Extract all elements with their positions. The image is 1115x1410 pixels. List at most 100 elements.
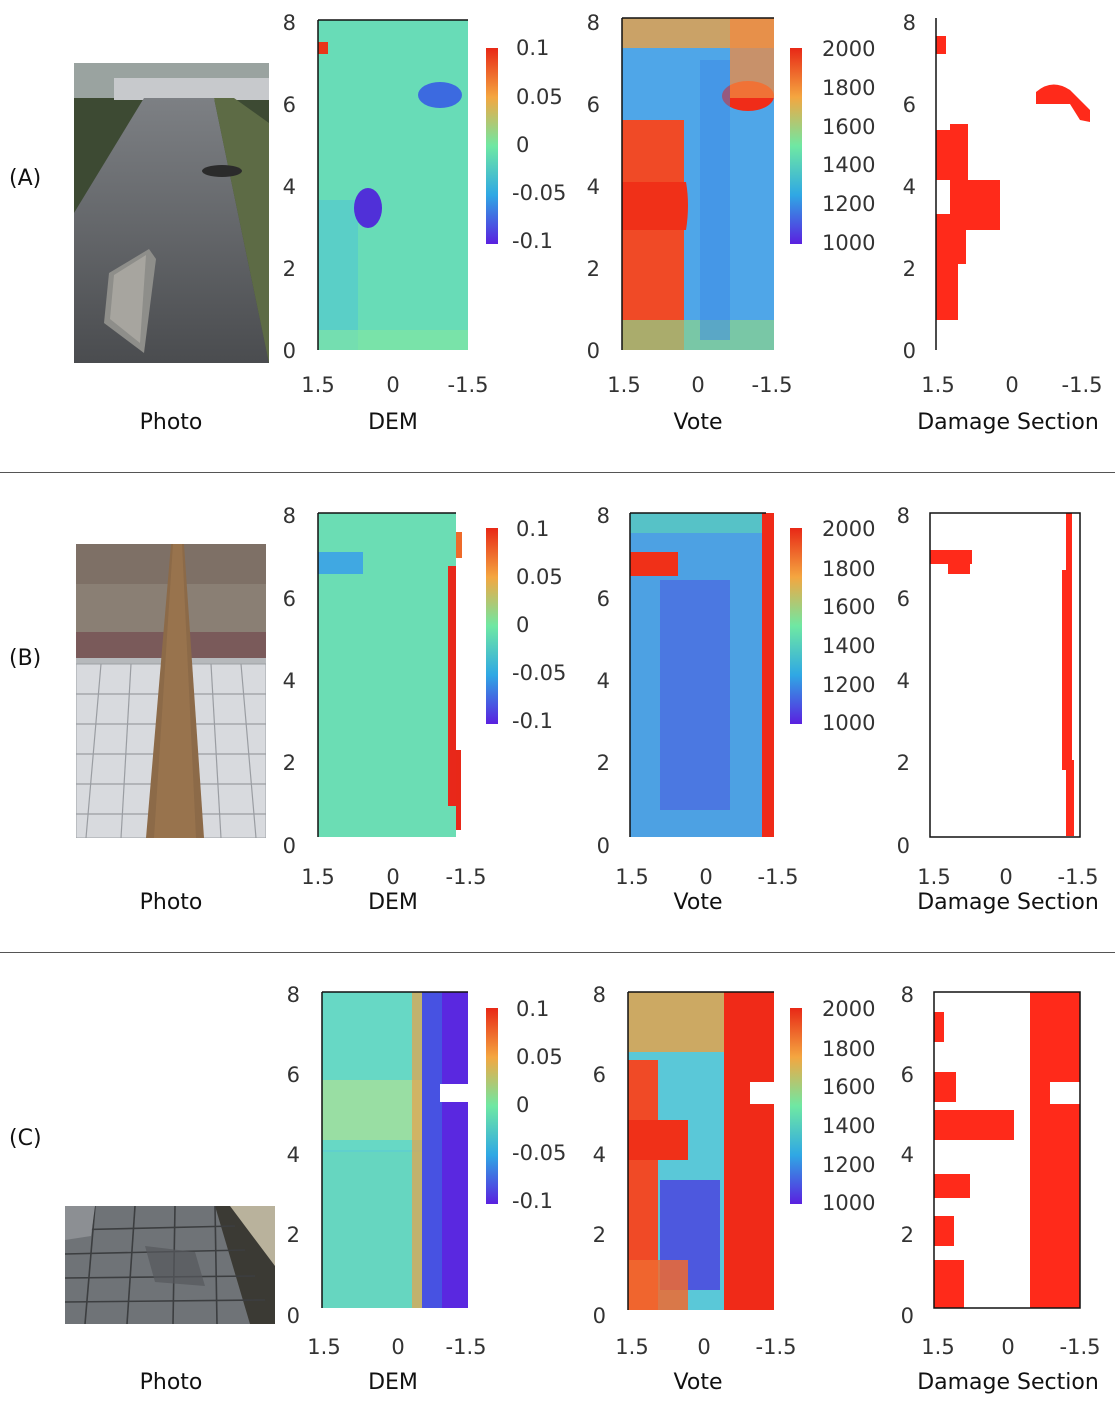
cb-tick: 1200 (822, 673, 875, 697)
damage-x-ticks-a: 1.5 0 -1.5 (921, 373, 1102, 397)
x-tick: 0 (999, 865, 1012, 889)
dem-heatmap-b (318, 513, 468, 837)
x-tick: -1.5 (1060, 1335, 1101, 1359)
y-tick: 2 (903, 257, 916, 281)
y-tick: 6 (897, 587, 910, 611)
cb-tick: 1800 (822, 557, 875, 581)
caption-dem-c: DEM (368, 1370, 418, 1395)
cb-tick: 0 (516, 133, 529, 157)
y-tick: 2 (283, 751, 296, 775)
vote-x-ticks-b: 1.5 0 -1.5 (615, 865, 798, 889)
caption-photo-c: Photo (139, 1370, 203, 1395)
cb-tick: 1000 (822, 1191, 875, 1215)
y-tick: 6 (593, 1063, 606, 1087)
cb-tick: 1000 (822, 711, 875, 735)
cb-tick: 0 (516, 613, 529, 637)
y-tick: 0 (903, 339, 916, 363)
dem-colorbar-c: 0.1 0.05 0 -0.05 -0.1 (486, 997, 566, 1213)
x-tick: -1.5 (756, 1335, 797, 1359)
vote-colorbar-b: 2000 1800 1600 1400 1200 1000 (790, 517, 875, 735)
vote-axes-a (621, 17, 774, 350)
row-separator-2 (0, 952, 1115, 953)
y-tick: 6 (901, 1063, 914, 1087)
cb-tick: 0 (516, 1093, 529, 1117)
cb-tick: 1600 (822, 115, 875, 139)
vote-y-ticks-b: 0 2 4 6 8 (597, 504, 610, 858)
caption-photo-a: Photo (139, 410, 203, 435)
y-tick: 6 (283, 93, 296, 117)
caption-damage-c: Damage Section (917, 1370, 1099, 1395)
y-tick: 6 (587, 93, 600, 117)
y-tick: 4 (283, 175, 296, 199)
cb-tick: 0.05 (516, 1045, 563, 1069)
damage-y-ticks-b: 0 2 4 6 8 (897, 504, 910, 858)
vote-x-ticks-c: 1.5 0 -1.5 (615, 1335, 796, 1359)
x-tick: 0 (699, 865, 712, 889)
cb-tick: -0.05 (512, 181, 566, 205)
x-tick: 0 (697, 1335, 710, 1359)
caption-vote-b: Vote (673, 890, 723, 915)
x-tick: 0 (1001, 1335, 1014, 1359)
caption-dem-b: DEM (368, 890, 418, 915)
x-tick: 1.5 (301, 865, 334, 889)
y-tick: 0 (901, 1304, 914, 1328)
y-tick: 2 (587, 257, 600, 281)
dem-x-ticks-a: 1.5 0 -1.5 (301, 373, 488, 397)
y-tick: 0 (283, 339, 296, 363)
dem-x-ticks-c: 1.5 0 -1.5 (307, 1335, 486, 1359)
row-label-c: (C) (9, 1126, 42, 1151)
photo-a (74, 63, 269, 363)
x-tick: 1.5 (615, 865, 648, 889)
x-tick: -1.5 (1062, 373, 1103, 397)
dem-heatmap-c (322, 992, 468, 1308)
x-tick: 0 (691, 373, 704, 397)
x-tick: 1.5 (615, 1335, 648, 1359)
y-tick: 8 (593, 983, 606, 1007)
cb-tick: 0.05 (516, 85, 563, 109)
cb-tick: 1000 (822, 231, 875, 255)
y-tick: 2 (897, 751, 910, 775)
dem-axes-a (317, 19, 468, 350)
x-tick: 1.5 (921, 1335, 954, 1359)
photo-c (65, 1206, 275, 1324)
cb-tick: -0.1 (512, 1189, 553, 1213)
dem-y-ticks-c: 0 2 4 6 8 (287, 983, 300, 1328)
y-tick: 0 (283, 834, 296, 858)
y-tick: 8 (897, 504, 910, 528)
vote-heatmap-c (628, 992, 774, 1310)
x-tick: 1.5 (921, 373, 954, 397)
caption-damage-b: Damage Section (917, 890, 1099, 915)
x-tick: -1.5 (448, 373, 489, 397)
dem-y-ticks-b: 0 2 4 6 8 (283, 504, 296, 858)
vote-y-ticks-a: 0 2 4 6 8 (587, 11, 600, 363)
vote-colorbar-c: 2000 1800 1600 1400 1200 1000 (790, 997, 875, 1215)
cb-tick: -0.1 (512, 709, 553, 733)
y-tick: 4 (287, 1143, 300, 1167)
y-tick: 4 (901, 1143, 914, 1167)
vote-axes-b (629, 512, 766, 837)
cb-tick: 1400 (822, 1114, 875, 1138)
x-tick: 1.5 (307, 1335, 340, 1359)
dem-y-ticks-a: 0 2 4 6 8 (283, 11, 296, 363)
caption-vote-a: Vote (673, 410, 723, 435)
x-tick: -1.5 (446, 1335, 487, 1359)
plots-row-b: 0 2 4 6 8 1.5 0 -1.5 0.1 0.05 0 -0.05 -0… (283, 504, 1099, 889)
y-tick: 8 (901, 983, 914, 1007)
cb-tick: 0.1 (516, 517, 549, 541)
cb-tick: 1600 (822, 595, 875, 619)
y-tick: 8 (283, 11, 296, 35)
cb-tick: 1200 (822, 192, 875, 216)
cb-tick: 1400 (822, 634, 875, 658)
vote-x-ticks-a: 1.5 0 -1.5 (607, 373, 792, 397)
vote-y-ticks-c: 0 2 4 6 8 (593, 983, 606, 1328)
y-tick: 2 (593, 1223, 606, 1247)
y-tick: 8 (903, 11, 916, 35)
damage-map-a (936, 36, 1090, 320)
vote-heatmap-b (630, 513, 774, 837)
y-tick: 4 (593, 1143, 606, 1167)
y-tick: 4 (283, 669, 296, 693)
cb-tick: -0.1 (512, 229, 553, 253)
cb-tick: 1200 (822, 1153, 875, 1177)
x-tick: -1.5 (446, 865, 487, 889)
cb-tick: 0.1 (516, 36, 549, 60)
